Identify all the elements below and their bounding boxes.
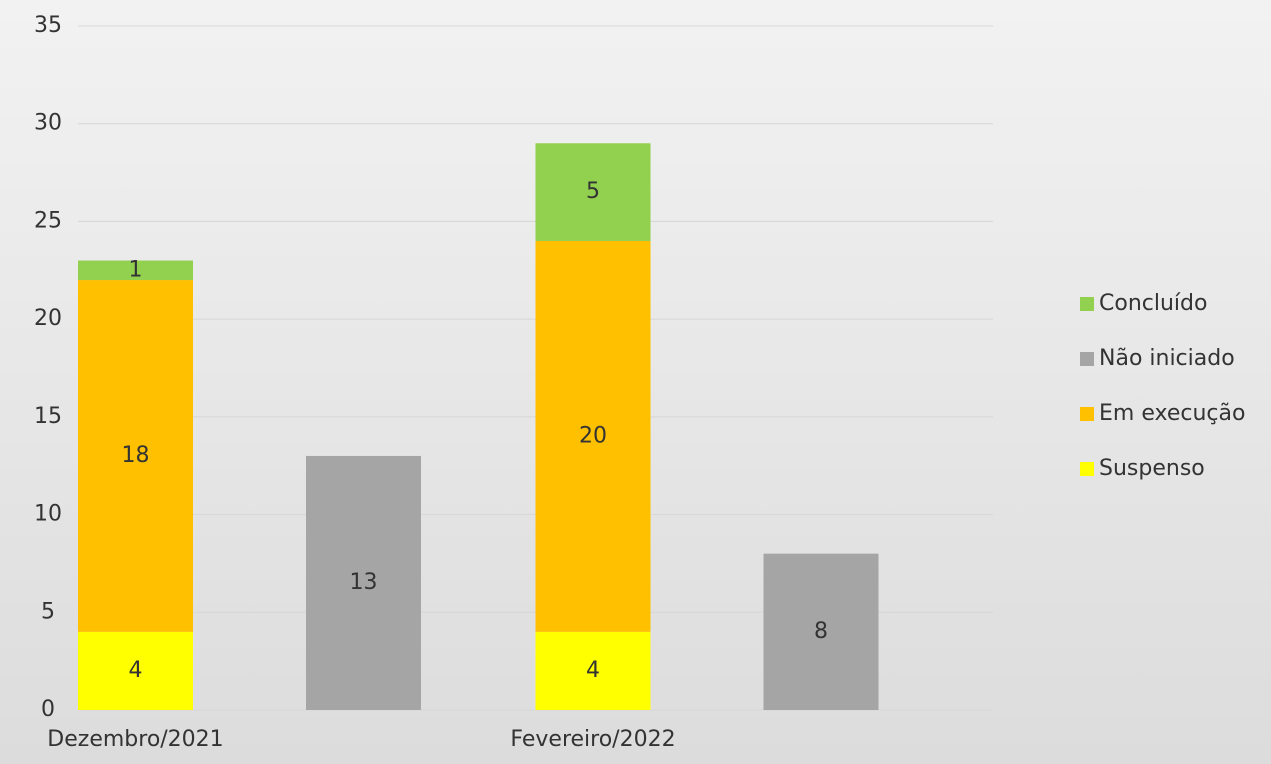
y-tick-label: 10 xyxy=(34,502,62,527)
data-label: 20 xyxy=(579,423,607,448)
data-label: 18 xyxy=(122,443,150,468)
y-tick-label: 35 xyxy=(34,13,62,38)
legend-swatch xyxy=(1080,462,1094,476)
data-label: 4 xyxy=(586,658,600,683)
y-tick-label: 5 xyxy=(41,599,55,624)
chart: 0 5 10 15 20 25 30 35 Dezembro/2021 4 18 13 1 Feverei… xyxy=(0,0,1271,764)
legend-label: Não iniciado xyxy=(1099,346,1235,371)
y-tick-label: 30 xyxy=(34,111,62,136)
legend-swatch xyxy=(1080,352,1094,366)
data-label: 8 xyxy=(814,619,828,644)
data-label: 5 xyxy=(586,179,600,204)
y-tick-label: 20 xyxy=(34,306,62,331)
data-label: 13 xyxy=(350,570,378,595)
x-tick-label: Dezembro/2021 xyxy=(47,727,223,752)
y-tick-label: 15 xyxy=(34,404,62,429)
x-tick-label: Fevereiro/2022 xyxy=(510,727,675,752)
data-label: 4 xyxy=(129,658,143,683)
legend-label: Em execução xyxy=(1099,401,1245,426)
y-tick-label: 0 xyxy=(41,697,55,722)
legend-swatch xyxy=(1080,407,1094,421)
data-label: 1 xyxy=(129,257,143,282)
y-tick-label: 25 xyxy=(34,208,62,233)
legend-label: Suspenso xyxy=(1099,456,1205,481)
legend-label: Concluído xyxy=(1099,291,1207,316)
legend-swatch xyxy=(1080,297,1094,311)
